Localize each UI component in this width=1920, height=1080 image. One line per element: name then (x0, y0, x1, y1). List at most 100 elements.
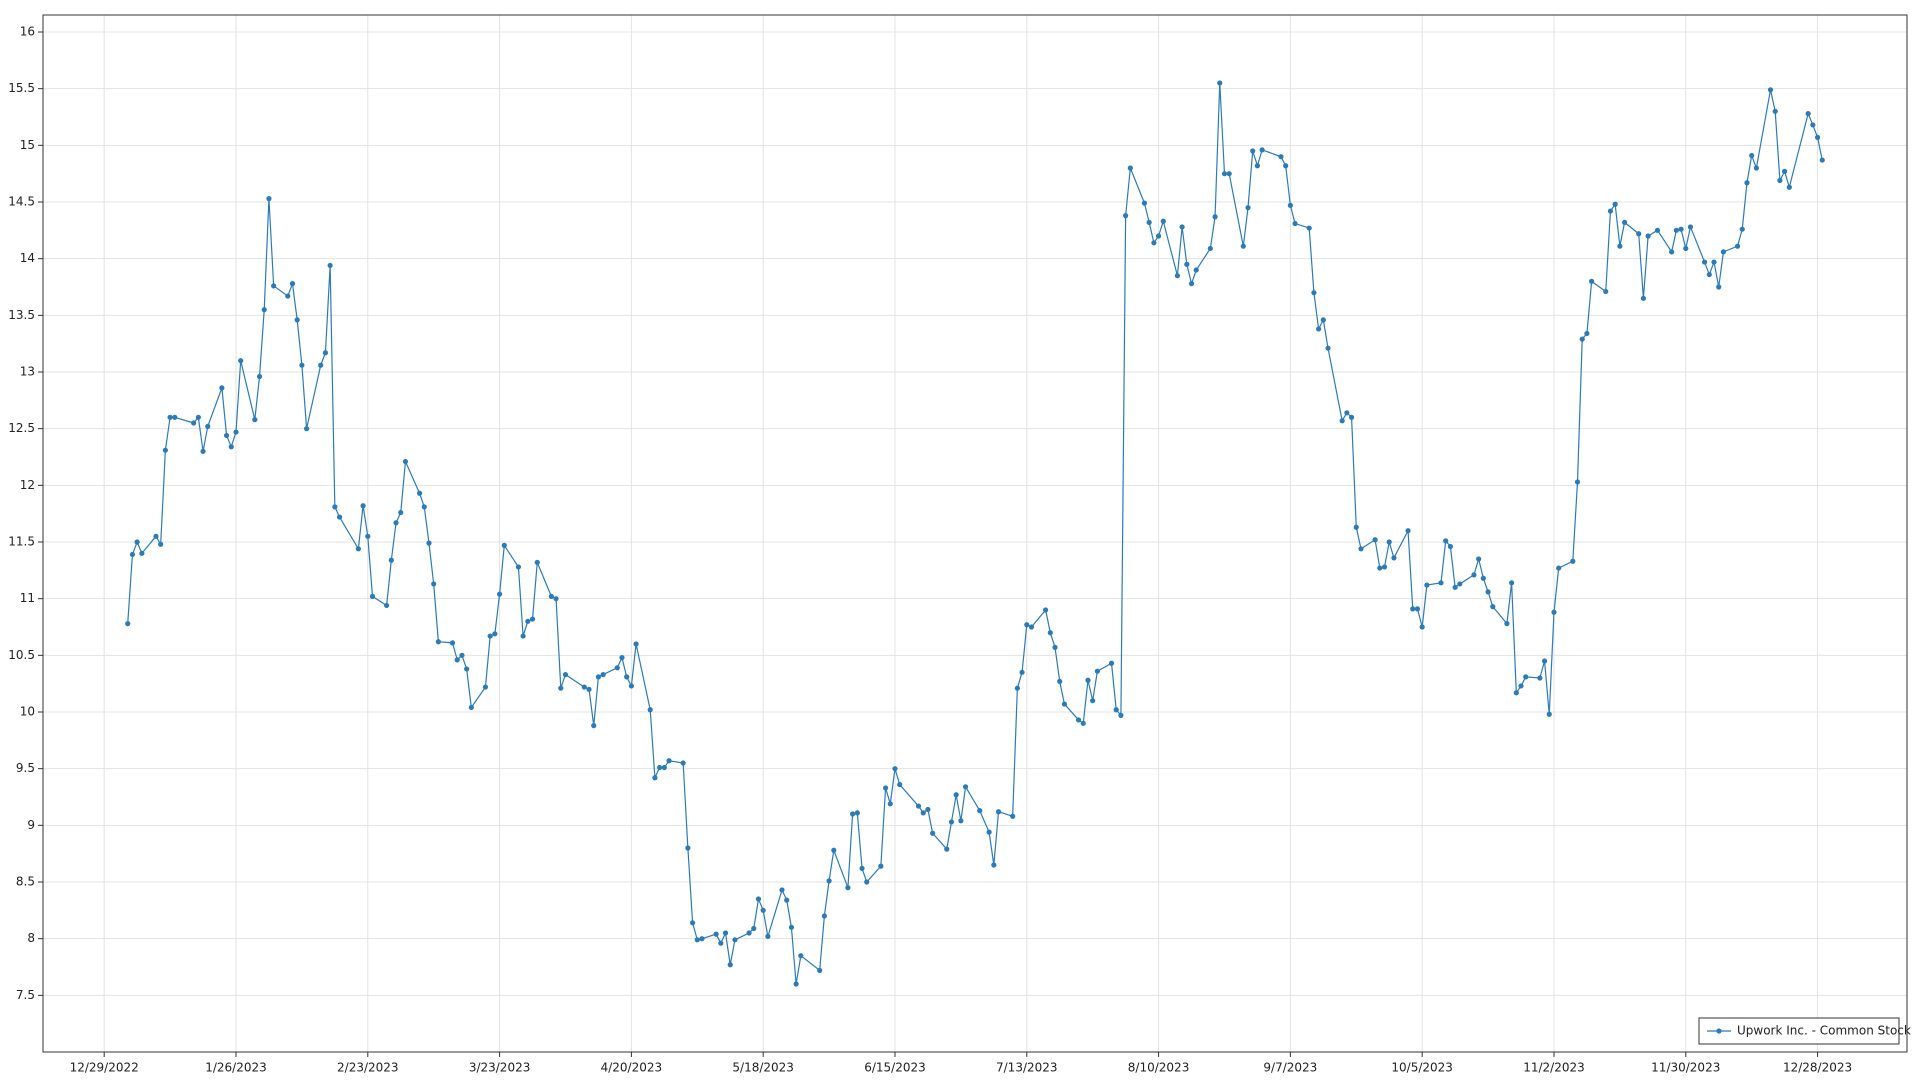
data-point (831, 847, 837, 853)
data-point (172, 414, 178, 420)
x-tick-label: 3/23/2023 (469, 1061, 531, 1075)
data-point (1447, 543, 1454, 550)
data-point (355, 546, 361, 552)
data-point (977, 808, 983, 814)
data-point (1452, 584, 1458, 590)
data-point (191, 420, 197, 426)
data-point (1358, 546, 1364, 552)
data-point (948, 819, 955, 825)
data-point (1541, 658, 1548, 664)
data-point (817, 967, 823, 974)
data-point (581, 684, 587, 690)
data-point (238, 358, 244, 364)
data-point (1654, 227, 1661, 233)
x-tick-label: 11/2/2023 (1523, 1061, 1585, 1075)
y-tick-label: 14 (20, 251, 35, 265)
data-point (228, 444, 234, 450)
data-point (666, 758, 672, 764)
data-point (219, 385, 225, 391)
data-point (1584, 330, 1590, 337)
data-point (685, 845, 691, 851)
data-point (944, 846, 950, 852)
data-point (633, 641, 639, 647)
data-point (920, 810, 926, 816)
data-point (986, 829, 992, 835)
data-point (492, 631, 498, 637)
data-point (1094, 668, 1100, 674)
data-point (722, 930, 729, 936)
y-tick-label: 15.5 (8, 81, 35, 95)
data-point (991, 862, 997, 868)
data-point (595, 674, 602, 680)
data-point (365, 533, 371, 539)
data-point (962, 784, 969, 790)
data-point (416, 490, 423, 496)
data-point (845, 885, 851, 891)
data-point (751, 925, 757, 932)
data-point (1108, 660, 1115, 666)
data-point (689, 920, 696, 926)
data-point (1184, 261, 1190, 267)
data-point (765, 933, 771, 940)
data-point (1127, 165, 1133, 171)
data-point (1207, 245, 1213, 252)
data-point (398, 509, 404, 516)
data-point (1504, 621, 1510, 627)
plot-frame (42, 14, 1908, 1053)
data-point (892, 766, 898, 772)
data-point (1786, 184, 1792, 190)
data-point (125, 621, 131, 627)
x-tick-label: 12/29/2022 (70, 1061, 139, 1075)
data-point (1028, 624, 1035, 630)
data-point (1043, 607, 1049, 613)
legend-label: Upwork Inc. - Common Stock (1737, 1024, 1911, 1038)
data-point (1372, 537, 1378, 543)
data-point (1476, 556, 1482, 562)
data-point (1556, 565, 1562, 571)
y-tick-label: 8.5 (16, 875, 35, 889)
data-point (1353, 524, 1359, 530)
data-point (1292, 220, 1298, 227)
data-point (1767, 87, 1774, 93)
data-point (1579, 336, 1585, 342)
data-point (1480, 575, 1486, 581)
data-point (1621, 219, 1628, 225)
data-point (1320, 317, 1326, 323)
data-point (529, 616, 536, 622)
data-point (1513, 690, 1519, 696)
data-point (318, 362, 324, 368)
data-point (1325, 345, 1331, 351)
data-point (1405, 528, 1411, 534)
data-point (878, 863, 884, 869)
data-point (798, 953, 804, 959)
data-point (1080, 720, 1086, 726)
data-point (271, 283, 277, 289)
data-point (256, 373, 263, 380)
data-point (454, 657, 460, 663)
data-point (821, 913, 827, 919)
y-tick-label: 10 (20, 705, 35, 719)
data-point (624, 674, 630, 680)
data-point (887, 801, 893, 807)
data-point (1471, 572, 1477, 578)
data-point (1509, 580, 1515, 586)
data-point (1805, 111, 1811, 117)
data-point (1673, 227, 1679, 233)
data-point (600, 672, 606, 678)
data-point (1782, 168, 1788, 174)
data-point (1683, 245, 1689, 252)
series-line (127, 82, 1823, 985)
data-point (162, 447, 168, 453)
x-tick-label: 9/7/2023 (1263, 1061, 1317, 1075)
data-point (1217, 80, 1223, 86)
data-point (1316, 326, 1322, 332)
data-point (788, 924, 795, 930)
data-point (1221, 171, 1228, 177)
data-point (1603, 288, 1609, 295)
data-point (1645, 233, 1651, 239)
data-point (1348, 414, 1355, 420)
data-point (897, 781, 903, 788)
y-tick-label: 9 (27, 818, 35, 832)
data-point (1118, 712, 1124, 719)
data-point (732, 937, 738, 943)
